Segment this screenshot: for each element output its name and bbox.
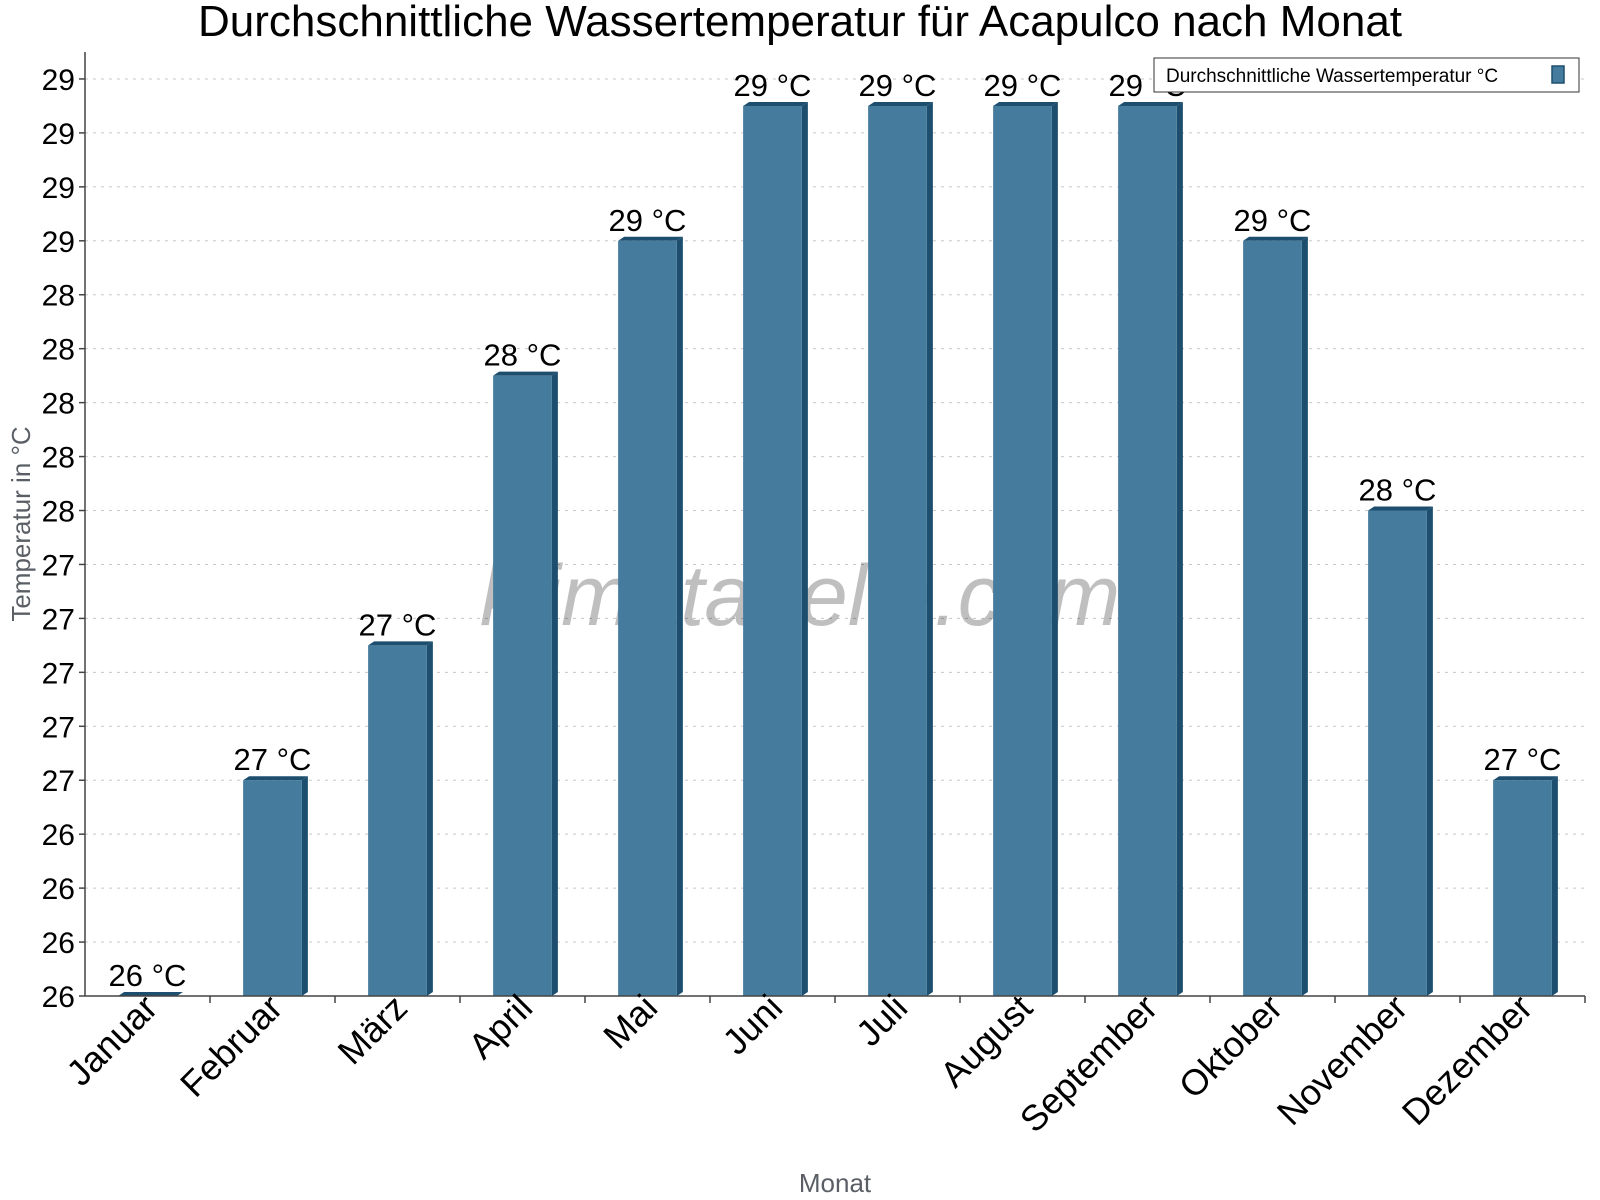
y-tick-label: 26 bbox=[42, 981, 75, 1014]
bar-side bbox=[1551, 776, 1558, 996]
bar-value-label: 27 °C bbox=[359, 607, 437, 642]
y-tick-label: 27 bbox=[42, 657, 75, 690]
bar-value-label: 29 °C bbox=[984, 68, 1062, 103]
bar-top bbox=[1368, 506, 1433, 511]
bar bbox=[993, 105, 1052, 996]
bar-side bbox=[551, 371, 558, 997]
y-tick-label: 28 bbox=[42, 496, 75, 529]
y-tick-label: 29 bbox=[42, 64, 75, 97]
bar-juli bbox=[868, 101, 933, 996]
bar bbox=[1493, 780, 1552, 996]
x-axis-label: Monat bbox=[799, 1168, 872, 1198]
bar-mai bbox=[618, 236, 683, 997]
bar-januar bbox=[118, 992, 183, 996]
bar bbox=[1118, 105, 1177, 996]
bar bbox=[618, 240, 677, 997]
bars bbox=[118, 101, 1558, 997]
y-tick-label: 27 bbox=[42, 549, 75, 582]
bar-side bbox=[1426, 506, 1433, 996]
bar bbox=[1368, 510, 1427, 996]
bar-top bbox=[1243, 236, 1308, 241]
bar-side bbox=[1176, 101, 1183, 996]
y-tick-label: 28 bbox=[42, 442, 75, 475]
bar-top bbox=[243, 776, 308, 781]
bar-side bbox=[1301, 236, 1308, 997]
gridlines bbox=[85, 78, 1585, 943]
x-tick-label: Oktober bbox=[1171, 987, 1291, 1107]
legend-label: Durchschnittliche Wassertemperatur °C bbox=[1166, 66, 1498, 87]
x-tick-label: März bbox=[330, 987, 416, 1073]
bar bbox=[1243, 240, 1302, 997]
y-tick-label: 27 bbox=[42, 765, 75, 798]
y-tick-label: 28 bbox=[42, 334, 75, 367]
x-tick-label: Mai bbox=[595, 987, 665, 1057]
bar-september bbox=[1118, 101, 1183, 996]
y-axis-label: Temperatur in °C bbox=[6, 426, 36, 621]
bar-top bbox=[993, 101, 1058, 106]
bar-value-label: 28 °C bbox=[1359, 473, 1437, 508]
bar-value-label: 27 °C bbox=[234, 742, 312, 777]
y-tick-label: 28 bbox=[42, 388, 75, 421]
bar-april bbox=[493, 371, 558, 997]
x-tick-label: November bbox=[1269, 987, 1415, 1133]
y-tick-label: 26 bbox=[42, 873, 75, 906]
chart-title: Durchschnittliche Wassertemperatur für A… bbox=[198, 0, 1402, 46]
bar bbox=[743, 105, 802, 996]
bar-value-label: 26 °C bbox=[109, 958, 187, 993]
bar-top bbox=[868, 101, 933, 106]
bar-august bbox=[993, 101, 1058, 996]
bar-top bbox=[1493, 776, 1558, 781]
y-tick-label: 28 bbox=[42, 280, 75, 313]
bar-value-label: 29 °C bbox=[734, 68, 812, 103]
bar-side bbox=[1051, 101, 1058, 996]
x-tick-label: September bbox=[1012, 987, 1166, 1141]
x-tick-label: August bbox=[932, 987, 1040, 1095]
y-tick-label: 29 bbox=[42, 172, 75, 205]
y-axis-ticks: 26 26 26 26 27 27 27 27 27 28 28 28 28 28 29 29 29 29 bbox=[42, 64, 85, 1014]
bar-value-label: 29 °C bbox=[609, 203, 687, 238]
y-tick-label: 26 bbox=[42, 819, 75, 852]
y-tick-label: 29 bbox=[42, 118, 75, 151]
bar bbox=[493, 375, 552, 997]
bar-top bbox=[1118, 101, 1183, 106]
bar-value-label: 28 °C bbox=[484, 338, 562, 373]
bar-juni bbox=[743, 101, 808, 996]
legend: Durchschnittliche Wassertemperatur °C bbox=[1153, 57, 1580, 93]
bar-märz bbox=[368, 641, 433, 996]
bar-oktober bbox=[1243, 236, 1308, 997]
x-tick-label: April bbox=[460, 987, 540, 1067]
bar-dezember bbox=[1493, 776, 1558, 996]
bar bbox=[243, 780, 302, 996]
bar-side bbox=[301, 776, 308, 996]
bar-value-label: 27 °C bbox=[1484, 742, 1562, 777]
bar-top bbox=[618, 236, 683, 241]
bar-top bbox=[493, 371, 558, 376]
x-tick-label: Juni bbox=[714, 987, 790, 1063]
y-tick-label: 26 bbox=[42, 927, 75, 960]
x-tick-label: Dezember bbox=[1394, 987, 1540, 1133]
bar-value-label: 29 °C bbox=[1234, 203, 1312, 238]
y-tick-label: 29 bbox=[42, 226, 75, 259]
bar-side bbox=[926, 101, 933, 996]
bar-value-label: 29 °C bbox=[859, 68, 937, 103]
bar-november bbox=[1368, 506, 1433, 996]
bar-top bbox=[368, 641, 433, 646]
bar-top bbox=[118, 992, 183, 996]
bar-side bbox=[801, 101, 808, 996]
x-axis-ticks: Januar Februar März April Mai Juni Juli AugustS… bbox=[58, 987, 1586, 1141]
legend-box bbox=[1153, 57, 1580, 93]
legend-swatch bbox=[1551, 65, 1565, 84]
bar-side bbox=[426, 641, 433, 996]
bar bbox=[868, 105, 927, 996]
bar bbox=[368, 645, 427, 996]
bar-side bbox=[676, 236, 683, 997]
x-tick-label: Februar bbox=[172, 987, 290, 1105]
bar-value-labels: 26 °C 27 °C 27 °C 28 °C 29 °C 29 °C 29 °C 29 °C… bbox=[109, 68, 1562, 993]
bar-top bbox=[743, 101, 808, 106]
bar-februar bbox=[243, 776, 308, 996]
y-tick-label: 27 bbox=[42, 603, 75, 636]
y-tick-label: 27 bbox=[42, 711, 75, 744]
